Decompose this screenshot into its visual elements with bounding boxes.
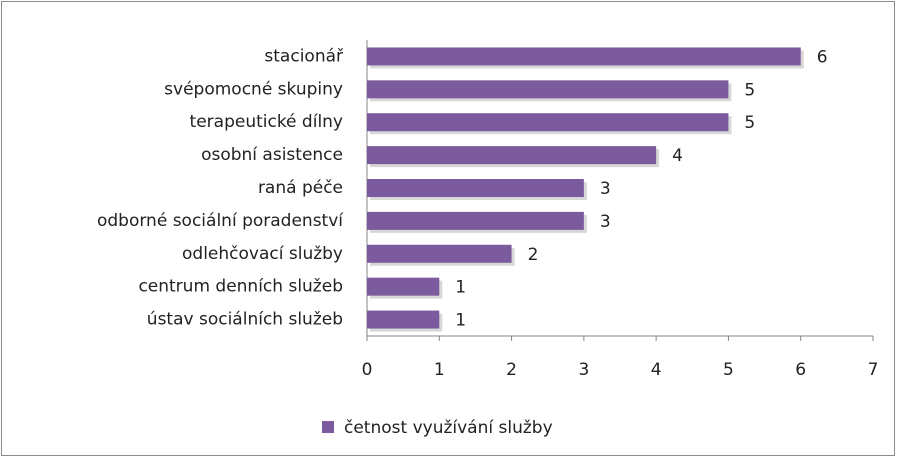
y-tick-label: centrum denních služeb	[138, 277, 343, 297]
bar	[367, 47, 801, 66]
data-label: 5	[744, 80, 755, 100]
bar	[367, 244, 512, 263]
data-label: 6	[817, 47, 828, 67]
x-tick-label: 1	[434, 360, 445, 380]
data-label: 3	[600, 212, 611, 232]
legend-label: četnost využívání služby	[344, 418, 553, 438]
y-tick-label: terapeutické dílny	[190, 112, 343, 132]
x-tick-label: 4	[651, 360, 662, 380]
legend-swatch	[322, 421, 334, 433]
data-label: 1	[455, 278, 466, 298]
bar	[367, 277, 440, 296]
bar	[367, 211, 584, 230]
bar	[367, 80, 729, 99]
y-tick-label: raná péče	[258, 178, 343, 198]
x-tick-label: 5	[723, 360, 734, 380]
bar	[367, 113, 729, 132]
data-label: 2	[528, 245, 539, 265]
data-label: 1	[455, 311, 466, 331]
x-tick-label: 3	[578, 360, 589, 380]
bar	[367, 310, 440, 329]
y-tick-label: odborné sociální poradenství	[97, 211, 344, 231]
y-tick-label: svépomocné skupiny	[164, 79, 343, 99]
y-tick-label: ústav sociálních služeb	[147, 310, 343, 330]
bar	[367, 146, 657, 165]
bar	[367, 179, 584, 197]
y-tick-label: stacionář	[264, 46, 344, 66]
y-tick-label: osobní asistence	[201, 145, 343, 165]
y-tick-label: odlehčovací služby	[182, 244, 343, 264]
data-label: 3	[600, 179, 611, 199]
x-tick-label: 2	[506, 360, 517, 380]
x-tick-label: 7	[868, 360, 879, 380]
x-tick-label: 0	[362, 360, 373, 380]
x-tick-label: 6	[795, 360, 806, 380]
data-label: 5	[744, 113, 755, 133]
data-label: 4	[672, 146, 683, 166]
